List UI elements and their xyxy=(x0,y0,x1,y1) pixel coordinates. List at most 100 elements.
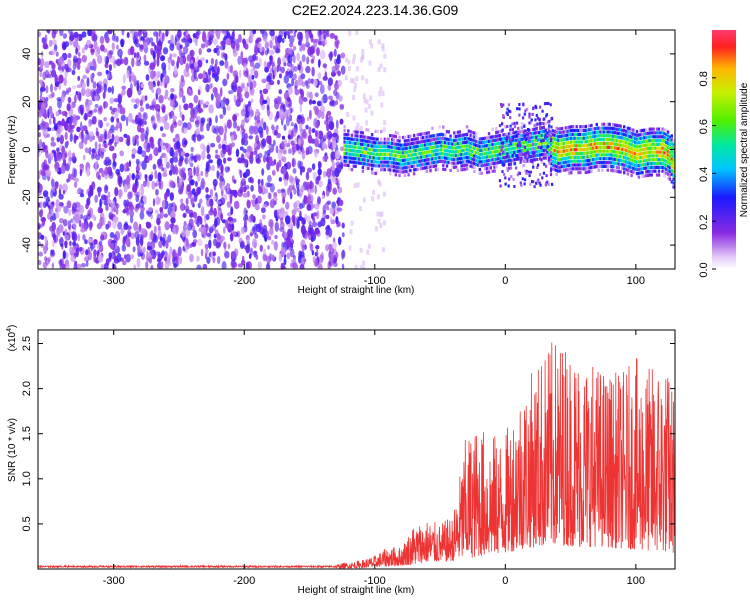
noise-cell xyxy=(215,125,219,135)
signal-cell xyxy=(581,128,584,133)
signal-cell xyxy=(500,137,503,141)
noise-cell xyxy=(102,91,106,99)
signal-cell xyxy=(507,155,511,159)
noise-cell xyxy=(271,62,275,67)
signal-cell xyxy=(579,140,582,144)
signal-cell xyxy=(482,163,485,167)
noise-cell xyxy=(230,134,235,142)
signal-cell xyxy=(451,153,454,158)
signal-cell xyxy=(648,173,651,177)
signal-cell xyxy=(352,149,355,153)
noise-cell xyxy=(290,122,294,127)
signal-cell xyxy=(665,137,668,141)
noise-cell xyxy=(42,190,49,198)
signal-cell xyxy=(453,142,456,146)
noise-cell xyxy=(320,217,326,227)
signal-cell xyxy=(462,148,465,152)
signal-cell xyxy=(427,131,430,135)
faint-cell xyxy=(356,182,360,188)
signal-cell xyxy=(422,139,425,144)
noise-cell xyxy=(160,261,164,269)
signal-cell xyxy=(659,139,662,143)
signal-cell xyxy=(555,165,558,169)
signal-cell xyxy=(537,142,540,146)
signal-cell xyxy=(613,127,617,131)
noise-cell xyxy=(39,223,44,228)
signal-cell xyxy=(412,149,416,153)
signal-cell xyxy=(427,146,430,150)
signal-cell xyxy=(604,164,608,168)
signal-cell xyxy=(635,152,639,156)
signal-cell xyxy=(670,172,673,176)
signal-cell xyxy=(436,148,439,152)
signal-cell xyxy=(648,165,651,169)
noise-cell xyxy=(263,256,266,262)
noise-cell xyxy=(189,243,193,248)
noise-cell xyxy=(104,156,111,164)
signal-cell xyxy=(571,148,575,152)
faint-cell xyxy=(378,181,382,187)
signal-cell xyxy=(581,125,584,129)
signal-cell xyxy=(652,154,655,158)
noise-cell xyxy=(184,40,190,48)
signal-cell xyxy=(462,156,465,160)
signal-cell xyxy=(487,155,491,159)
noise-cell xyxy=(341,232,345,238)
noise-cell xyxy=(174,150,179,159)
signal-cell xyxy=(493,169,496,173)
noise-cell xyxy=(38,132,41,138)
signal-cell xyxy=(347,156,350,160)
colorbar-tick-label: 0.0 xyxy=(698,262,710,277)
signal-cell xyxy=(460,164,463,168)
signal-cell xyxy=(579,132,582,136)
signal-cell xyxy=(557,154,560,158)
signal-cell xyxy=(635,137,639,141)
signal-cell xyxy=(617,135,620,139)
signal-cell xyxy=(615,139,619,143)
signal-cell xyxy=(595,138,598,142)
signal-cell xyxy=(617,150,620,155)
signal-cell xyxy=(407,138,410,142)
signal-cell xyxy=(416,160,419,164)
noise-cell xyxy=(157,172,162,182)
noise-cell xyxy=(226,183,231,189)
signal-cell xyxy=(655,158,659,162)
noise-cell xyxy=(146,222,152,229)
noise-cell xyxy=(82,234,86,241)
noise-cell xyxy=(243,70,249,78)
signal-cell xyxy=(411,145,414,149)
noise-cell xyxy=(114,59,120,65)
signal-cell xyxy=(668,169,672,174)
signal-cell xyxy=(396,146,399,150)
signal-cell xyxy=(593,165,597,169)
signal-cell xyxy=(617,170,620,174)
noise-cell xyxy=(248,135,253,140)
signal-cell xyxy=(383,156,387,160)
noise-cell xyxy=(64,150,68,159)
signal-cell xyxy=(579,167,582,171)
noise-cell xyxy=(277,152,283,161)
noise-cell xyxy=(322,63,327,69)
signal-cell xyxy=(471,161,474,165)
signal-cell xyxy=(568,163,571,167)
signal-cell xyxy=(365,154,368,159)
signal-cell xyxy=(581,148,584,152)
chart-title: C2E2.2024.223.14.36.G09 xyxy=(291,2,459,18)
signal-cell xyxy=(579,125,582,129)
noise-cell xyxy=(179,44,183,50)
noise-cell xyxy=(236,125,241,132)
signal-cell xyxy=(630,139,633,143)
noise-cell xyxy=(88,99,93,106)
burst-cell xyxy=(551,182,554,186)
noise-cell xyxy=(97,55,103,64)
y-tick-label: -20 xyxy=(21,189,33,205)
signal-cell xyxy=(511,150,514,154)
noise-cell xyxy=(62,219,68,227)
signal-cell xyxy=(467,141,471,145)
signal-cell xyxy=(418,167,421,171)
burst-cell xyxy=(510,138,513,142)
burst-cell xyxy=(548,162,551,165)
signal-cell xyxy=(539,157,542,161)
noise-cell xyxy=(169,180,176,188)
noise-cell xyxy=(149,136,154,145)
